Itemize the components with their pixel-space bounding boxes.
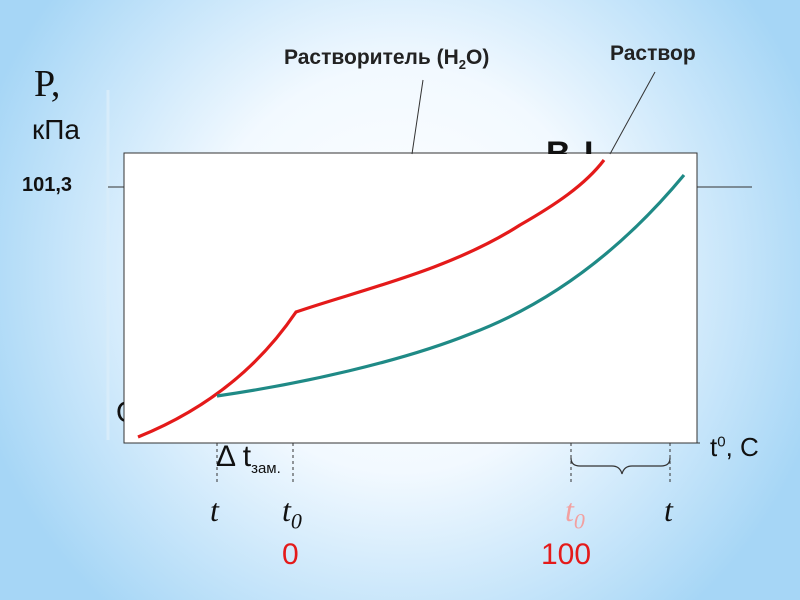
solvent-leader <box>411 79 424 155</box>
x-axis-label: t0, С <box>710 432 759 463</box>
y-axis-unit: кПа <box>32 114 80 145</box>
solution-curve <box>216 173 686 398</box>
x-axis-label-unit: , С <box>725 432 759 462</box>
delta-t-main: Δ t <box>216 440 252 473</box>
point-o-label: О <box>116 396 124 430</box>
y-axis-label: P, <box>34 63 61 105</box>
value-freeze-0: 0 <box>282 538 299 571</box>
delta-t-sub: зам. <box>251 460 281 477</box>
temp-mark-t0-freeze-sub: 0 <box>290 508 302 534</box>
delta-t-freeze: Δ tзам. <box>216 440 281 477</box>
solvent-label-suffix: O) <box>466 46 490 69</box>
temp-mark-t2: t <box>664 492 673 528</box>
temp-mark-t0-freeze: t0 <box>282 492 302 534</box>
temp-mark-t0-boil-symbol: t <box>565 492 574 528</box>
solvent-label: Растворитель (H2O) <box>284 46 489 72</box>
temp-mark-t0-boil-sub: 0 <box>573 508 585 534</box>
boiling-brace <box>570 457 671 475</box>
y-tick-101: 101,3 <box>22 174 73 196</box>
solvent-label-subscript: 2 <box>458 57 467 73</box>
temp-mark-t0-freeze-symbol: t <box>282 492 291 528</box>
x-axis-label-t: t <box>710 432 718 462</box>
plot-area <box>123 152 698 444</box>
solvent-curve <box>137 159 606 439</box>
solution-label: Раствор <box>610 42 696 65</box>
hidden-letters: В L <box>546 135 607 154</box>
solution-leader <box>609 71 656 155</box>
solvent-label-text: Растворитель (H <box>284 46 459 69</box>
temp-mark-t1: t <box>210 492 219 528</box>
temp-mark-t0-boil: t0 <box>565 492 585 534</box>
x-axis-label-sup: 0 <box>717 433 726 451</box>
value-boil-100: 100 <box>541 538 592 571</box>
